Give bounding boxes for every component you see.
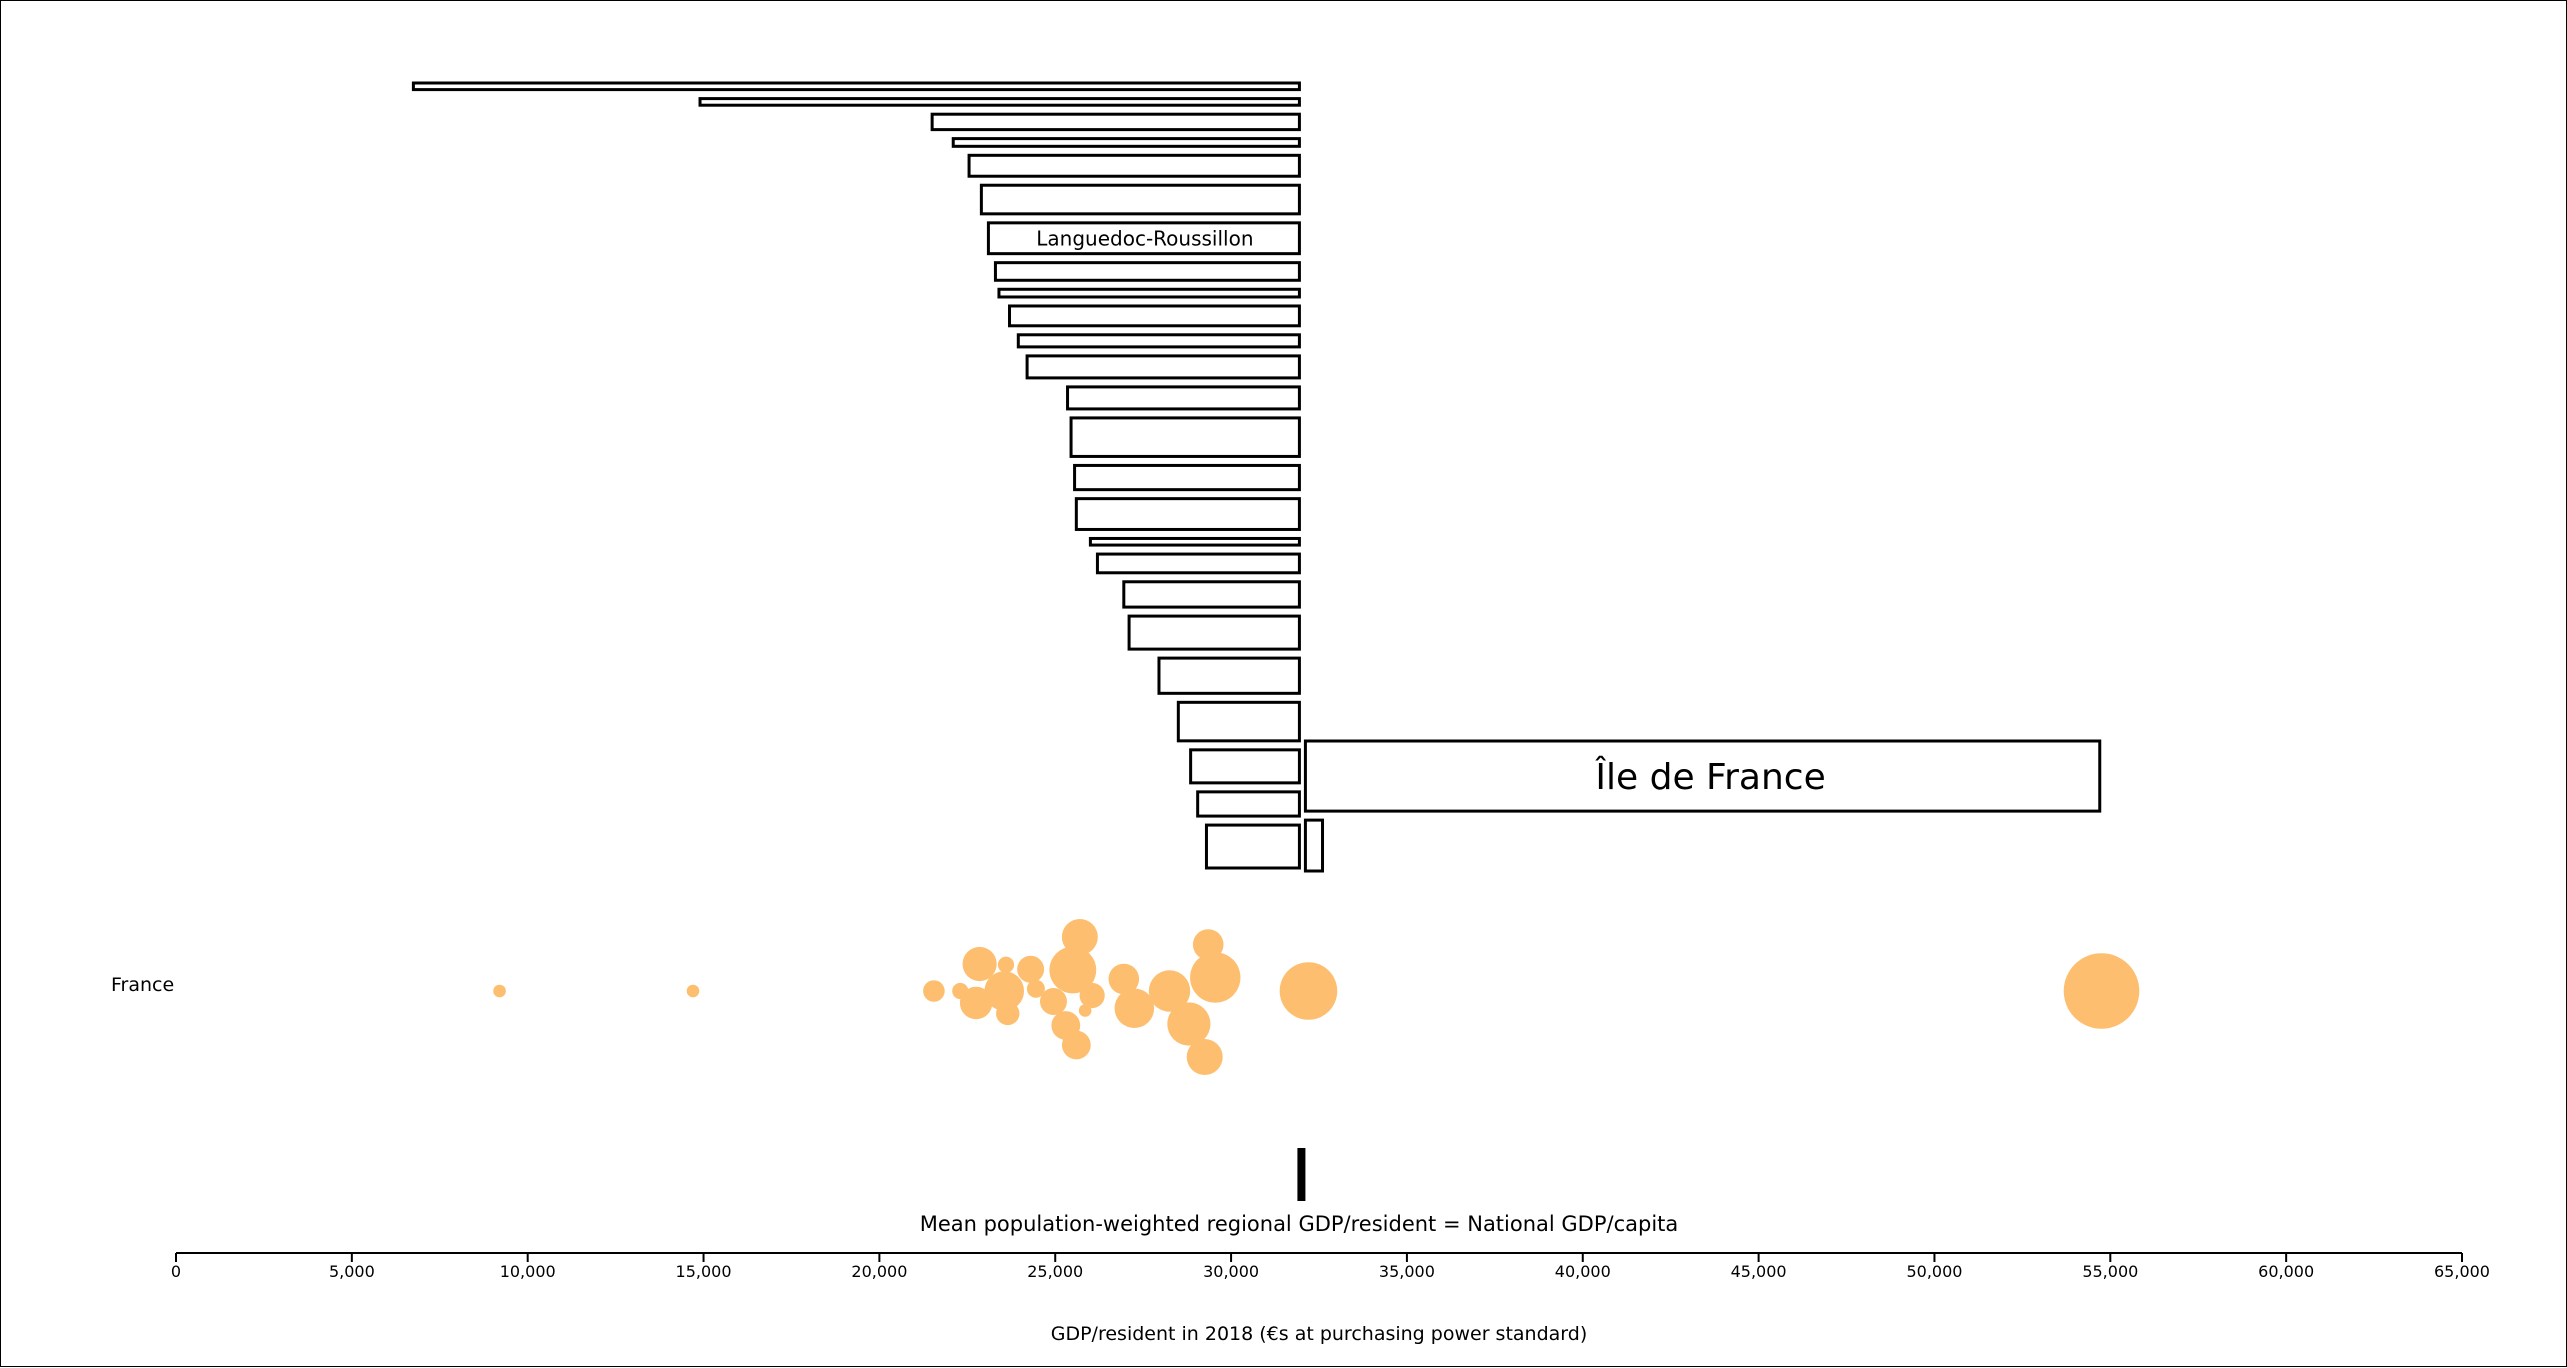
region-bar <box>1008 304 1301 328</box>
region-bubble <box>1148 970 1191 1012</box>
region-bar <box>1157 656 1301 695</box>
x-tick-label: 20,000 <box>851 1262 907 1281</box>
region-bar <box>993 261 1301 282</box>
x-tick-label: 30,000 <box>1203 1262 1259 1281</box>
x-tick-label: 15,000 <box>676 1262 732 1281</box>
x-tick-label: 55,000 <box>2082 1262 2138 1281</box>
region-bubble <box>1108 963 1140 995</box>
region-bar <box>1204 823 1301 870</box>
row-label-france: France <box>111 974 174 996</box>
x-axis-label: GDP/resident in 2018 (€s at purchasing p… <box>1051 1323 1587 1345</box>
region-bar-label: Languedoc-Roussillon <box>1036 226 1253 250</box>
region-bar <box>698 97 1301 107</box>
region-bubble <box>1017 955 1045 983</box>
x-tick-label: 25,000 <box>1027 1262 1083 1281</box>
x-tick-label: 35,000 <box>1379 1262 1435 1281</box>
region-bar <box>1196 790 1301 818</box>
region-bar <box>1189 748 1301 785</box>
region-bubble <box>1186 1039 1223 1075</box>
x-tick-label: 45,000 <box>1731 1262 1787 1281</box>
bubbles-layer <box>493 919 2140 1075</box>
region-bar <box>1074 497 1301 531</box>
region-bubble <box>686 984 700 998</box>
region-bar-label: Île de France <box>1594 756 1825 798</box>
x-tick-label: 65,000 <box>2434 1262 2490 1281</box>
region-bubble <box>1190 952 1241 1003</box>
region-bubble <box>1114 988 1155 1029</box>
region-bubble <box>1049 946 1097 994</box>
region-bar <box>986 221 1301 256</box>
region-bar <box>1025 354 1301 380</box>
x-tick-label: 40,000 <box>1555 1262 1611 1281</box>
region-bar <box>411 81 1301 92</box>
region-bubble <box>1026 979 1045 998</box>
region-bar <box>967 153 1301 178</box>
region-bar <box>1122 580 1301 609</box>
region-bar <box>1095 552 1301 575</box>
region-bubble <box>1192 929 1224 960</box>
region-bubble <box>1079 982 1105 1009</box>
bars-layer: Languedoc-Roussillon Île de France <box>411 81 2102 873</box>
region-bubble <box>923 980 945 1002</box>
mean-label: Mean population-weighted regional GDP/re… <box>920 1212 1679 1236</box>
region-bar <box>1127 614 1301 651</box>
x-axis: 0 5,000 10,000 15,000 20,000 25,000 30,000 35,0… <box>171 1252 2490 1281</box>
x-tick-label: 50,000 <box>1906 1262 1962 1281</box>
region-bar <box>1303 739 2102 813</box>
region-bar <box>1069 416 1301 458</box>
region-bar <box>930 112 1301 132</box>
region-bubble <box>962 946 997 982</box>
region-bubble <box>984 971 1025 1011</box>
national-mean-marker <box>1297 1148 1306 1201</box>
region-bar <box>997 287 1301 299</box>
region-bar <box>951 137 1301 148</box>
region-bubble <box>1039 988 1067 1015</box>
region-bubble <box>493 984 506 998</box>
x-tick-label: 0 <box>171 1262 181 1281</box>
region-bubble <box>1061 1030 1091 1060</box>
region-bar <box>979 183 1301 216</box>
region-bubble <box>2063 953 2140 1029</box>
region-bar <box>1088 536 1301 547</box>
region-bar <box>1303 818 1325 873</box>
x-tick-label: 10,000 <box>500 1262 556 1281</box>
region-bar <box>1016 333 1301 349</box>
region-bar <box>1073 463 1301 492</box>
region-bubble <box>1167 1002 1211 1046</box>
region-bubble <box>1279 962 1338 1020</box>
x-tick-label: 5,000 <box>329 1262 375 1281</box>
region-bubble <box>997 956 1015 973</box>
x-tick-label: 60,000 <box>2258 1262 2314 1281</box>
region-bar <box>1066 385 1301 411</box>
region-bubble <box>1061 919 1098 955</box>
region-bubble <box>959 986 993 1020</box>
region-bubble <box>996 1001 1020 1026</box>
region-bar <box>1176 700 1301 743</box>
